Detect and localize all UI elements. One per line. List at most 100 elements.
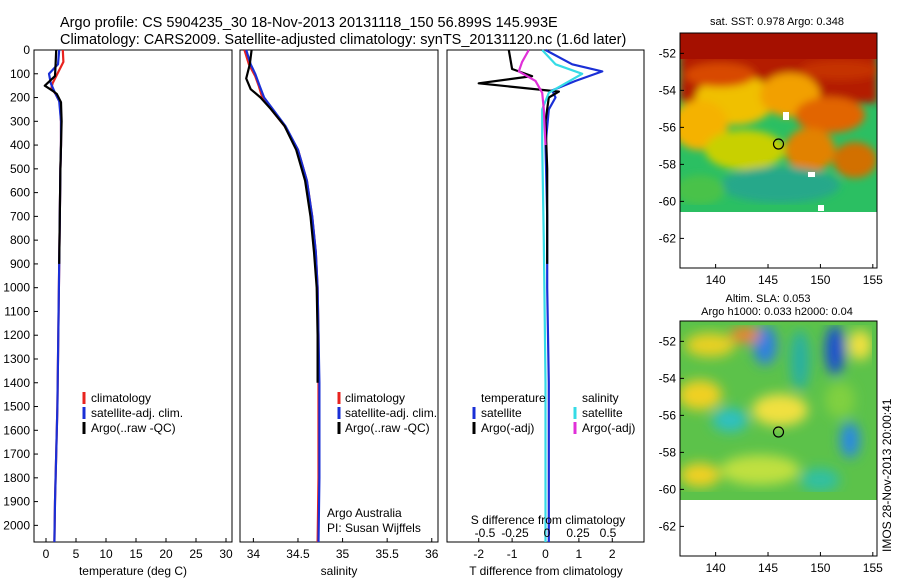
y-tick-label: 1700 <box>3 447 30 461</box>
legend-label-satellite: satellite-adj. clim. <box>91 406 183 420</box>
series-line-satellite-adj-clim- <box>245 49 321 543</box>
map-y-tick-label: -60 <box>659 482 677 496</box>
map-x-tick-label: 140 <box>706 273 726 287</box>
y-tick-label: 400 <box>10 138 30 152</box>
y-tick-label: 1200 <box>3 328 30 342</box>
sst-map-frame <box>679 32 878 269</box>
s-tick-label: -0.5 <box>475 526 496 540</box>
map-x-tick-label: 145 <box>758 561 778 575</box>
series-line-s-argo-adj- <box>517 49 547 146</box>
legend-label-climatology: climatology <box>345 391 405 405</box>
series-line-argo-raw-qc- <box>245 49 319 383</box>
x-tick-label: 30 <box>219 547 233 561</box>
x-tick-label: 0 <box>43 547 50 561</box>
legend-label-climatology: climatology <box>91 391 151 405</box>
map-y-tick-label: -52 <box>659 334 677 348</box>
temperature-axes <box>33 49 233 543</box>
y-tick-label: 1300 <box>3 352 30 366</box>
legend-label-argo: Argo(..raw -QC) <box>345 421 430 435</box>
map-y-tick-label: -58 <box>659 157 677 171</box>
legend-label-t-satellite: satellite <box>481 406 522 420</box>
legend-label-s-argo: Argo(-adj) <box>582 421 635 435</box>
map-y-tick-label: -56 <box>659 408 677 422</box>
x-tick-label: 5 <box>73 547 80 561</box>
sla-map-title: Altim. SLA: 0.053 <box>726 293 811 305</box>
sla-map-subtitle: Argo h1000: 0.033 h2000: 0.04 <box>701 306 853 318</box>
y-tick-label: 500 <box>10 162 30 176</box>
series-line-argo-raw-qc- <box>43 49 63 264</box>
salinity-plot: 34 34.5 35 35.5 36 <box>243 49 439 561</box>
argo-location-marker <box>772 138 785 150</box>
x-tick-label: 15 <box>129 547 143 561</box>
map-x-tick-label: 155 <box>863 273 883 287</box>
map-y-tick-label: -62 <box>659 519 677 533</box>
argo-location-marker <box>772 426 785 438</box>
temperature-xlabel: temperature (deg C) <box>79 564 187 578</box>
pi-label: PI: Susan Wijffels <box>327 521 421 535</box>
series-line-t-satellite <box>544 49 604 542</box>
series-line-s-satellite <box>541 49 584 542</box>
map-y-tick-label: -52 <box>659 46 677 60</box>
legend-label-s-satellite: satellite <box>582 406 623 420</box>
temperature-plot: 0100200300400500600700800900100011001200… <box>3 43 233 561</box>
map-x-tick-label: 150 <box>810 561 830 575</box>
map-y-tick-label: -62 <box>659 231 677 245</box>
salinity-axes <box>239 49 439 543</box>
y-tick-label: 600 <box>10 186 30 200</box>
salinity-xlabel: salinity <box>321 564 358 578</box>
x-tick-label: 35.5 <box>375 547 399 561</box>
map-y-tick-label: -54 <box>659 371 677 385</box>
sla-heatmap <box>680 321 877 500</box>
salinity-legend: climatology satellite-adj. clim. Argo(..… <box>337 391 437 435</box>
x-tick-label: 35 <box>336 547 350 561</box>
y-tick-label: 1600 <box>3 423 30 437</box>
map-y-tick-label: -58 <box>659 445 677 459</box>
y-tick-label: 200 <box>10 91 30 105</box>
s-tick-label: 0.5 <box>600 526 617 540</box>
figure-title: Argo profile: CS 5904235_30 18-Nov-2013 … <box>60 15 558 31</box>
sla-map-frame <box>679 320 878 557</box>
s-tick-label: -0.25 <box>501 526 529 540</box>
map-y-tick-label: -56 <box>659 120 677 134</box>
map-x-tick-label: 155 <box>863 561 883 575</box>
map-y-tick-label: -54 <box>659 83 677 97</box>
x-tick-label: 2 <box>609 547 616 561</box>
legend-label-satellite: satellite-adj. clim. <box>345 406 437 420</box>
y-tick-label: 800 <box>10 233 30 247</box>
map-x-tick-label: 140 <box>706 561 726 575</box>
x-tick-label: 34.5 <box>286 547 310 561</box>
y-tick-label: 900 <box>10 257 30 271</box>
map-x-tick-label: 150 <box>810 273 830 287</box>
y-tick-label: 300 <box>10 114 30 128</box>
x-tick-label: 20 <box>159 547 173 561</box>
sst-map-axes: 140 145 150 155 -52 -54 -56 -58 -60 -62 <box>659 46 883 287</box>
imos-timestamp: IMOS 28-Nov-2013 20:00:41 <box>880 398 894 552</box>
x-tick-label: 1 <box>576 547 583 561</box>
x-tick-label: 34 <box>247 547 261 561</box>
s-difference-label: S difference from climatology <box>471 513 626 527</box>
y-tick-label: 1100 <box>4 304 30 318</box>
legend-label-argo: Argo(..raw -QC) <box>91 421 176 435</box>
difference-legend: temperature salinity satellite Argo(-adj… <box>472 391 635 435</box>
legend-title-salinity: salinity <box>582 391 619 405</box>
s-tick-label: 0 <box>544 526 551 540</box>
x-tick-label: -1 <box>507 547 518 561</box>
y-tick-label: 1800 <box>3 471 30 485</box>
x-tick-label: -2 <box>473 547 484 561</box>
sla-map-axes: 140 145 150 155 -52 -54 -56 -58 -60 -62 <box>659 334 883 575</box>
temperature-legend: climatology satellite-adj. clim. Argo(..… <box>82 391 183 435</box>
figure-subtitle: Climatology: CARS2009. Satellite-adjuste… <box>60 32 626 48</box>
legend-label-t-argo: Argo(-adj) <box>481 421 534 435</box>
difference-xlabel: T difference from climatology <box>469 564 623 578</box>
y-tick-label: 1900 <box>3 495 30 509</box>
s-tick-label: 0.25 <box>566 526 590 540</box>
x-tick-label: 36 <box>425 547 439 561</box>
y-tick-label: 700 <box>10 209 30 223</box>
y-tick-label: 2000 <box>3 518 30 532</box>
sst-map-title: sat. SST: 0.978 Argo: 0.348 <box>710 16 844 28</box>
sst-heatmap <box>680 33 877 212</box>
argo-australia-label: Argo Australia <box>327 506 402 520</box>
map-x-tick-label: 145 <box>758 273 778 287</box>
x-tick-label: 25 <box>189 547 203 561</box>
